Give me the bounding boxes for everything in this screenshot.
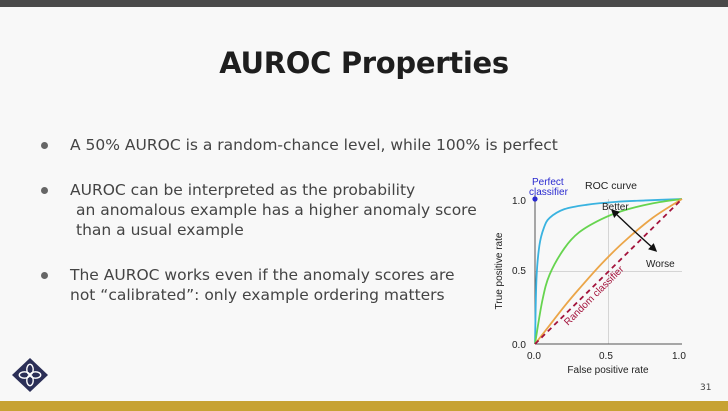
series-excellent-line (534, 198, 683, 345)
y-tick-1: 1.0 (512, 196, 526, 207)
bullet-2-line-1: AUROC can be interpreted as the probabil… (70, 181, 416, 199)
bullet-2-line-3: than a usual example (76, 221, 244, 239)
x-tick-1: 1.0 (672, 351, 686, 362)
page-number: 31 (700, 383, 712, 393)
bottom-accent-bar (0, 401, 728, 411)
annotation-worse: Worse (646, 259, 675, 270)
perfect-classifier-point (532, 196, 538, 202)
bullet-dot (41, 272, 48, 279)
bullet-1-line-1: A 50% AUROC is a random-chance level, wh… (70, 136, 558, 154)
bullet-3-line-1: The AUROC works even if the anomaly scor… (70, 266, 455, 284)
x-axis-label: False positive rate (567, 365, 649, 376)
y-axis-label: True positive rate (494, 232, 505, 309)
roc-chart: ROC curve Perfect classifier Better Wors… (488, 170, 688, 380)
series-random-line (534, 198, 683, 345)
slide-title: AUROC Properties (219, 46, 509, 80)
bullet-dot (41, 142, 48, 149)
flower-diamond-logo-icon (12, 358, 48, 392)
annotation-perfect-line2: classifier (529, 187, 569, 198)
annotation-better: Better (602, 202, 629, 213)
y-tick-05: 0.5 (512, 266, 526, 277)
roc-chart-svg: ROC curve Perfect classifier Better Wors… (494, 177, 686, 376)
annotation-perfect-line1: Perfect (532, 177, 564, 188)
x-tick-05: 0.5 (599, 351, 613, 362)
window-top-bar (0, 0, 728, 7)
bullet-dot (41, 187, 48, 194)
better-worse-arrow-tail (632, 229, 658, 252)
chart-title: ROC curve (585, 180, 637, 192)
slide-canvas (0, 7, 728, 401)
bullet-2-line-2: an anomalous example has a higher anomal… (76, 201, 477, 219)
series-good-line (534, 198, 683, 345)
bullet-3-line-2: not “calibrated”: only example ordering … (70, 286, 445, 304)
series-fair-line (534, 198, 683, 345)
x-tick-0: 0.0 (527, 351, 541, 362)
y-tick-0: 0.0 (512, 340, 526, 351)
better-worse-arrow (610, 209, 634, 231)
